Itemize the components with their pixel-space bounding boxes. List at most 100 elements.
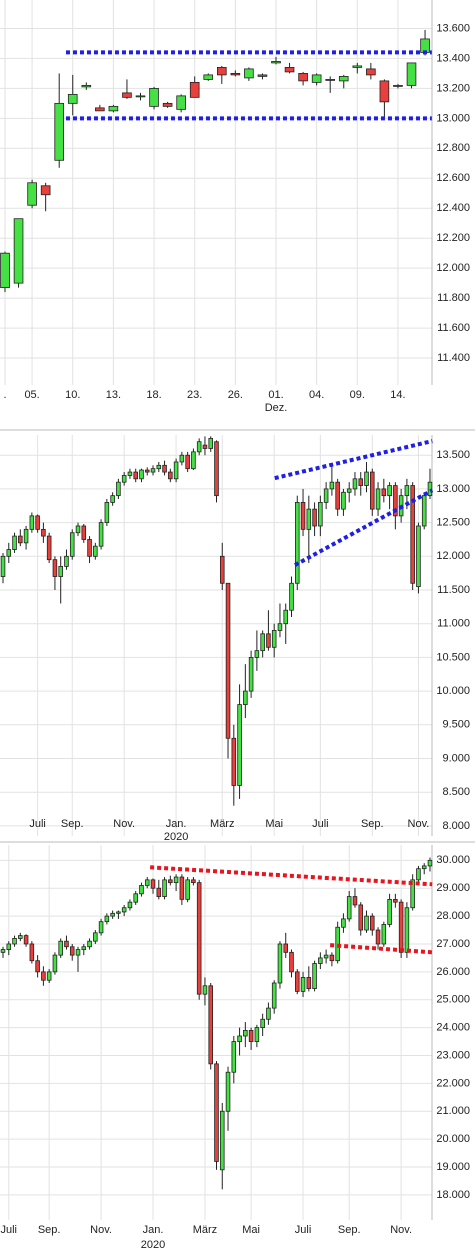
candle-body [41,528,46,537]
candle-body [318,957,323,964]
candle-body [139,885,144,895]
candle-body [329,481,335,490]
candle-body [98,522,104,547]
x-tick-label: Juli [29,818,46,830]
x-tick-label: Juli [312,818,329,830]
candle-body [370,471,375,510]
candle-body [393,84,403,87]
candle-body [427,481,433,497]
candle-body [191,451,196,470]
candle-body [379,80,390,103]
candle-body [243,1030,248,1037]
candle-body [216,67,227,76]
candle-body [306,508,312,530]
candle-body [139,469,144,480]
y-tick-label: 13.400 [436,52,470,64]
candle-body [81,84,92,88]
y-tick-label: 27.000 [436,938,470,950]
candle-body [29,943,35,962]
x-tick-label: März [193,1224,217,1236]
y-tick-label: 11.500 [437,584,470,596]
y-tick-label: 29.000 [436,882,470,894]
candle-body [416,868,421,881]
candle-body [0,252,10,289]
candle-body [323,488,329,503]
candle-body [93,932,98,942]
candle-body [133,893,138,903]
candle-body [46,535,52,561]
y-tick-label: 11.400 [437,352,470,364]
candle-body [420,38,430,53]
candle-body [122,92,132,98]
y-tick-label: 11.600 [437,322,470,334]
candle-body [179,454,185,463]
candle-body [416,525,421,588]
candle-body [69,946,75,956]
candle-body [387,485,392,497]
candle-body [346,896,352,920]
x-sublabel: 2020 [141,1239,165,1250]
y-tick-label: 12.400 [436,202,470,214]
candle-body [93,545,98,557]
candle-body [214,441,219,497]
candle-body [185,454,190,470]
candle-body [427,859,433,867]
candle-body [156,887,162,897]
candle-body [393,485,398,517]
y-tick-label: 11.800 [437,292,470,304]
candle-body [156,464,162,470]
candle-body [81,946,87,950]
y-tick-label: 12.000 [436,550,470,562]
candle-body [110,495,115,503]
candle-body [121,907,127,913]
candle-body [219,555,225,584]
candle-body [127,471,133,476]
candle-body [289,582,294,611]
candle-body [277,943,283,984]
trend-line [330,943,433,955]
candle-body [64,555,69,567]
y-tick-label: 12.000 [436,262,470,274]
y-tick-label: 10.000 [436,685,470,697]
candle-body [404,907,410,953]
candle-body [375,488,381,510]
candle-body [87,539,92,557]
y-tick-label: 30.000 [436,854,470,866]
candle-body [260,633,265,652]
x-tick-label: 13. [106,389,121,401]
y-tick-label: 12.600 [436,172,470,184]
y-tick-label: 13.000 [436,483,470,495]
y-tick-label: 13.000 [436,112,470,124]
candle-body [135,95,146,98]
x-tick-label: 04. [309,389,324,401]
candle-body [277,623,283,631]
x-tick-label: Juli [295,1224,312,1236]
candle-body [294,971,300,992]
candle-body [225,582,231,739]
candle-body [75,525,81,534]
candle-body [393,898,398,903]
candle-body [366,68,376,76]
candle-body [168,879,173,884]
x-tick-label: 09. [350,389,365,401]
candle-body [0,949,6,953]
candle-body [116,911,121,914]
y-tick-label: 18.000 [436,1189,470,1201]
y-tick-label: 12.500 [436,517,470,529]
candle-body [12,535,17,550]
candle-body [271,630,277,648]
candle-body [341,918,346,928]
y-tick-label: 13.200 [436,82,470,94]
candle-body [410,485,415,584]
x-sublabel: 2020 [164,831,188,843]
candle-body [23,528,29,544]
y-tick-label: 23.000 [436,1049,470,1061]
trend-line [150,865,433,887]
candle-body [162,464,167,473]
candle-body [150,468,156,473]
candle-body [358,478,364,486]
candle-body [300,501,306,530]
candle-body [421,865,427,870]
x-tick-label: . [3,389,6,401]
candle-body [381,924,387,945]
